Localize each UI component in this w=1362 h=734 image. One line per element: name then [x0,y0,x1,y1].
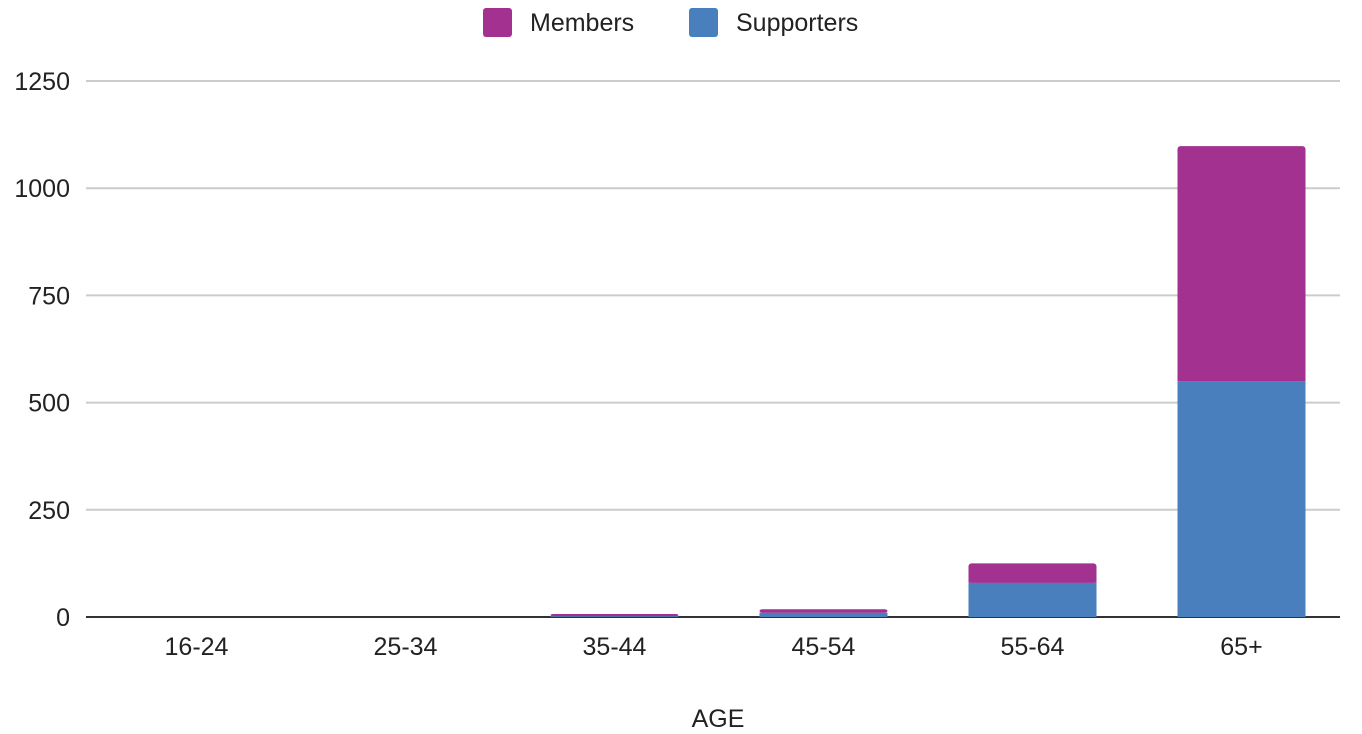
bar-segment-members-65+ [1177,146,1306,382]
bar-segment-supporters-55-64 [968,582,1097,617]
y-tick-label: 1250 [14,68,70,96]
x-tick-label: 35-44 [583,633,647,661]
bar-segment-members-45-54 [759,609,888,613]
bar-segment-supporters-45-54 [759,612,888,617]
bar-segment-supporters-65+ [1177,381,1306,617]
y-tick-label: 0 [56,604,70,632]
x-tick-label: 45-54 [792,633,856,661]
y-tick-label: 1000 [14,175,70,203]
y-axis-ticks: 0 250 500 750 1000 1250 [14,68,70,632]
x-axis-title: AGE [692,705,745,733]
bars [550,146,1306,617]
bar-segment-joint [1177,378,1306,382]
legend-label-members: Members [530,9,634,37]
bar-segment-members-35-44 [550,613,679,617]
bar-segment-joint [968,579,1097,583]
x-tick-label: 25-34 [374,633,438,661]
legend-label-supporters: Supporters [736,9,858,37]
x-tick-label: 65+ [1220,633,1262,661]
x-axis-ticks: 16-24 25-34 35-44 45-54 55-64 65+ [165,633,1263,661]
legend: Members Supporters [483,8,858,37]
bar-segment-members-55-64 [968,563,1097,583]
y-tick-label: 250 [28,497,70,525]
gridlines [86,80,1340,618]
x-tick-label: 16-24 [165,633,229,661]
y-tick-label: 750 [28,282,70,310]
x-tick-label: 55-64 [1001,633,1065,661]
legend-swatch-supporters [689,8,718,37]
bar-segment-supporters-35-44 [550,616,679,617]
legend-swatch-members [483,8,512,37]
y-tick-label: 500 [28,390,70,418]
